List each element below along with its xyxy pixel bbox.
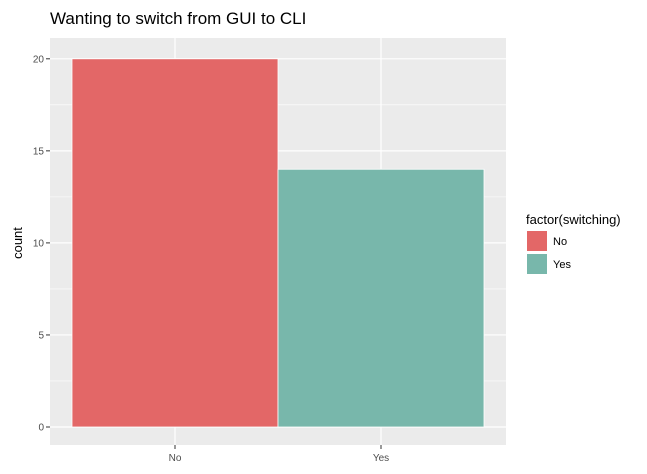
bar-yes xyxy=(277,168,485,428)
legend-label: No xyxy=(553,236,567,248)
y-tick-label: 0 xyxy=(38,423,44,434)
legend-title: factor(switching) xyxy=(526,212,621,227)
y-tick-label: 5 xyxy=(38,330,44,341)
x-axis-ticks: No Yes xyxy=(169,445,389,464)
legend: factor(switching) No Yes xyxy=(526,212,621,274)
y-tick-label: 15 xyxy=(33,146,45,157)
legend-key-no xyxy=(527,231,547,251)
y-axis-ticks: 0 5 10 15 20 xyxy=(33,54,50,434)
chart-title: Wanting to switch from GUI to CLI xyxy=(50,9,306,28)
y-axis-title: count xyxy=(10,227,25,259)
y-tick-label: 20 xyxy=(33,54,45,65)
bar-no xyxy=(71,58,279,428)
y-tick-label: 10 xyxy=(33,238,45,249)
x-tick-label: No xyxy=(169,453,182,464)
legend-label: Yes xyxy=(553,259,571,271)
x-tick-label: Yes xyxy=(373,453,389,464)
bars xyxy=(71,58,485,428)
legend-key-yes xyxy=(527,254,547,274)
